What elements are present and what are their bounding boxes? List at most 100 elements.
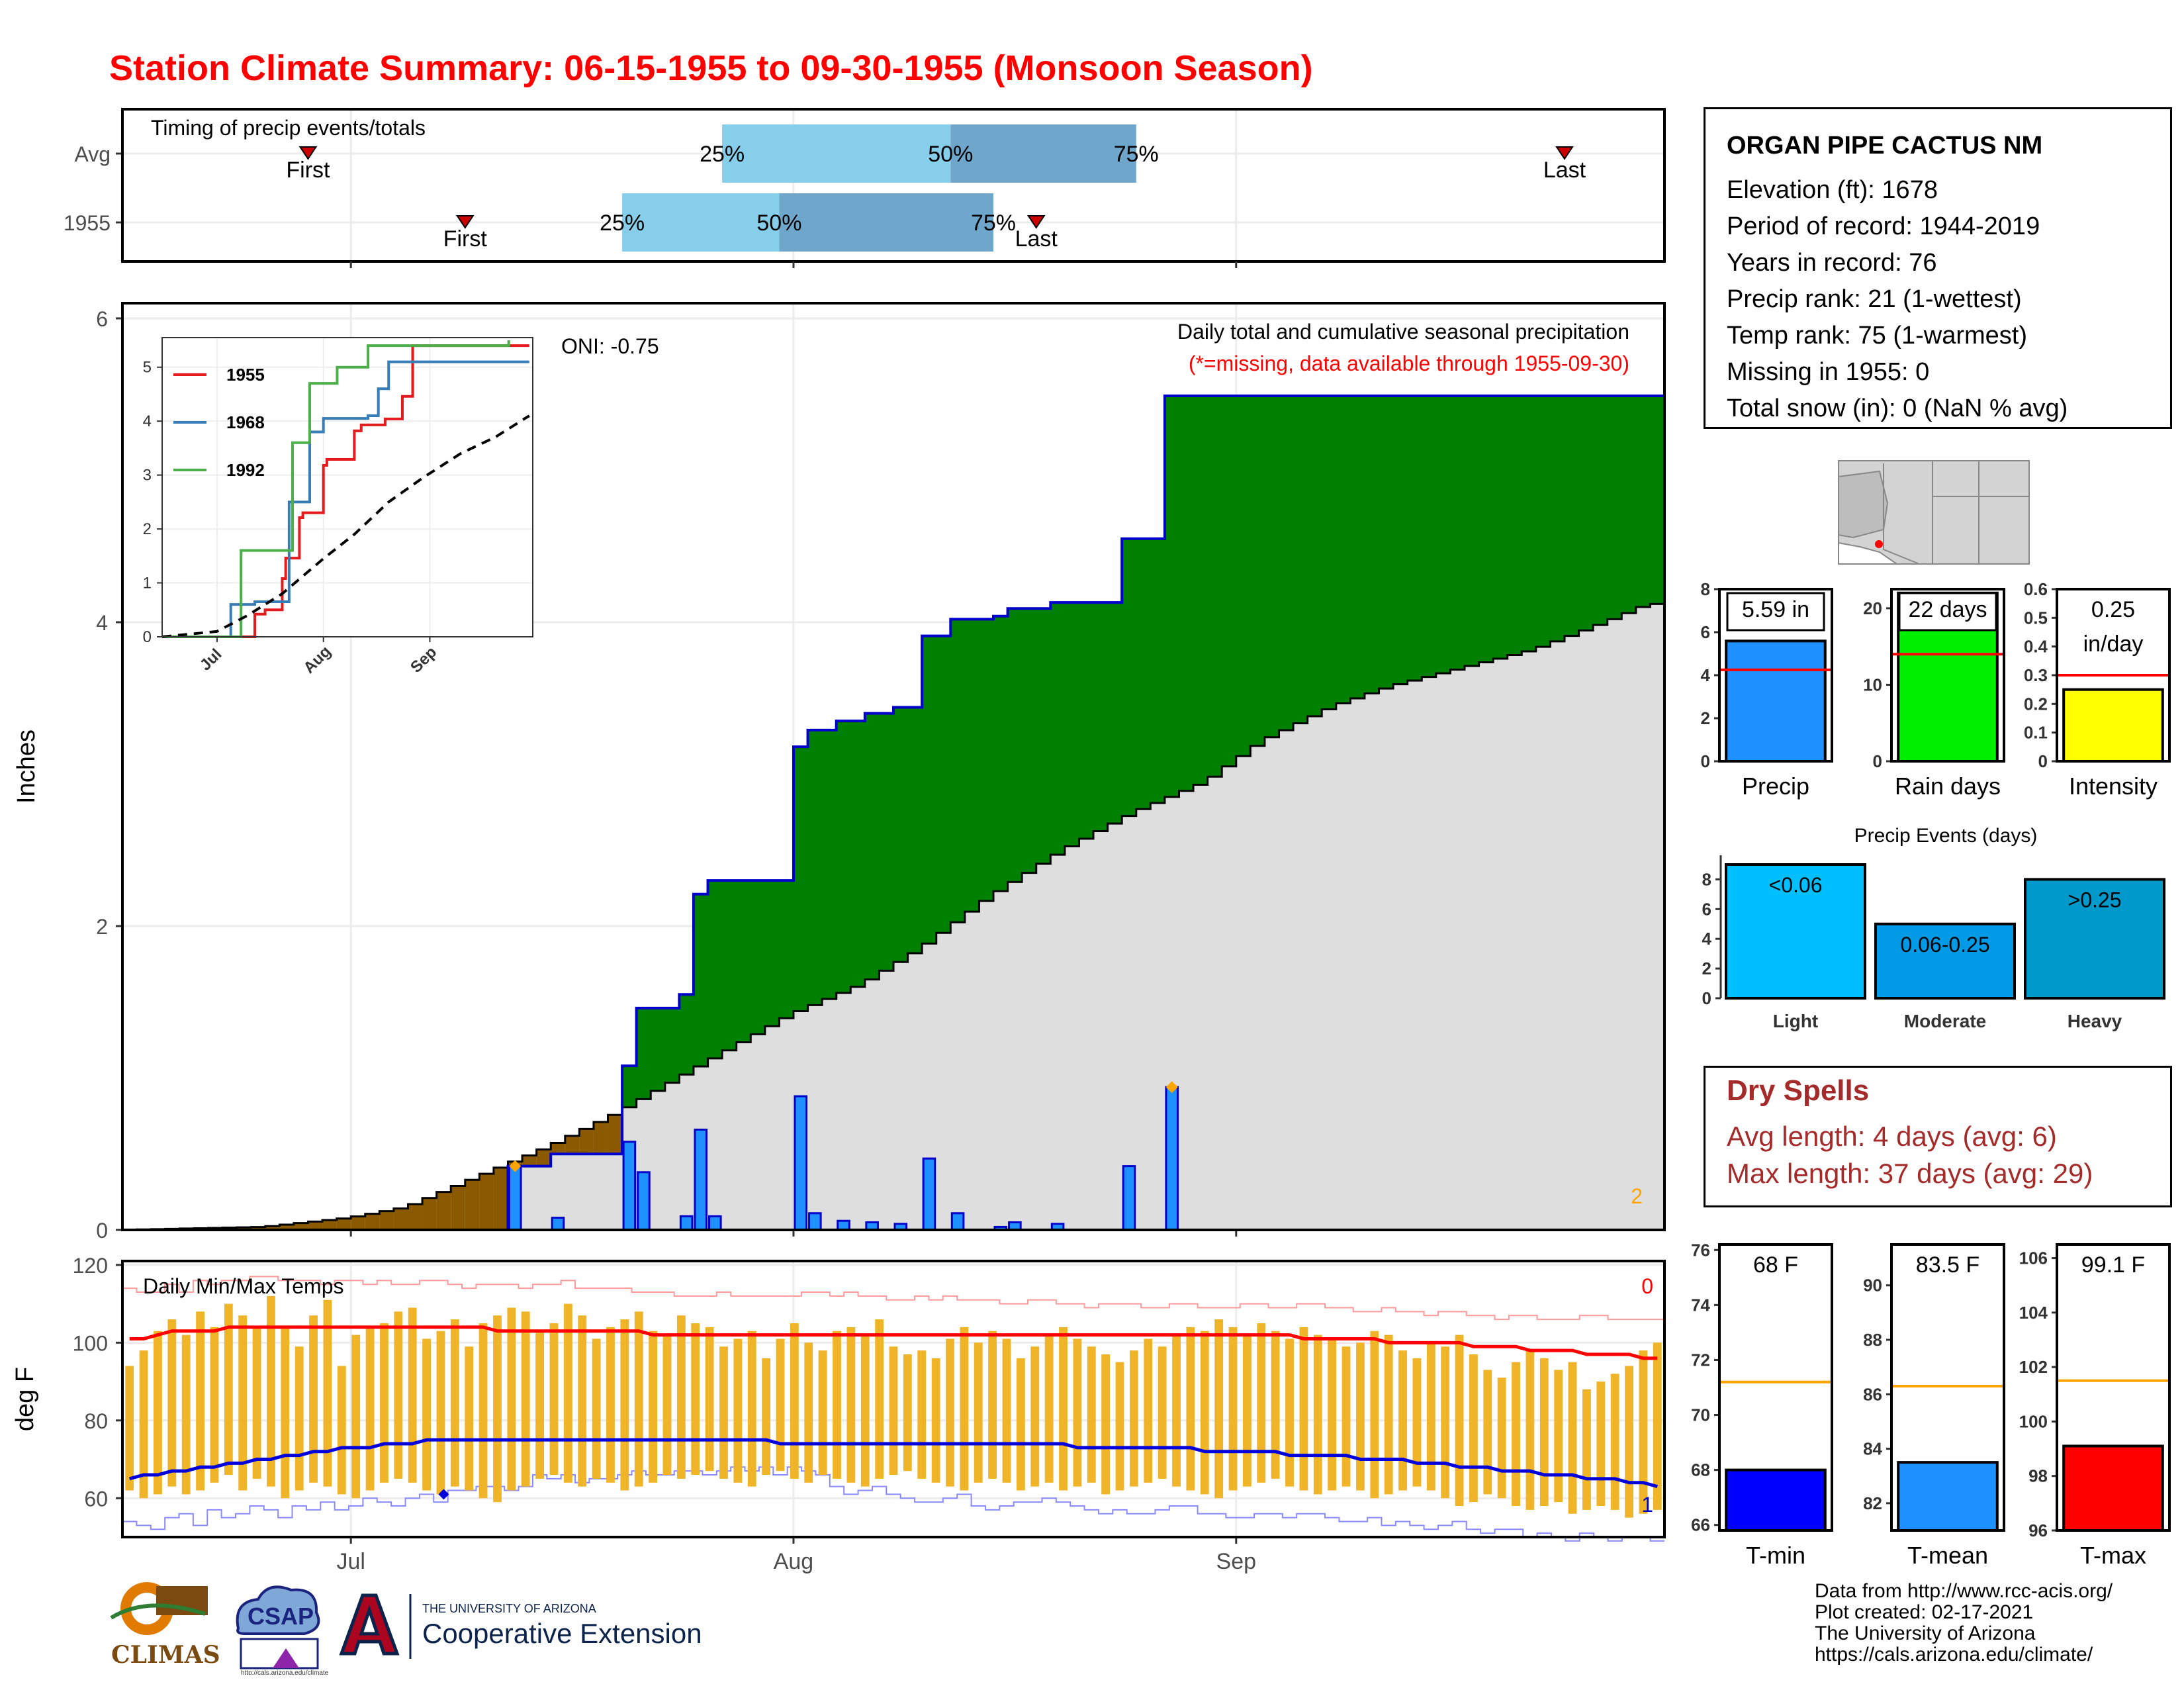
precip_total-value-label: 5.59 in <box>1742 597 1809 622</box>
above-avg-fill <box>1336 396 1351 704</box>
avg-cumulative-fill <box>1307 716 1322 1230</box>
daily-temp-bar <box>267 1295 275 1487</box>
daily-temp-bar <box>578 1315 587 1487</box>
events-bar <box>2024 878 2165 1000</box>
avg-cumulative-fill <box>1293 723 1308 1230</box>
tmean-ytick-label: 84 <box>1863 1439 1882 1459</box>
temps-ytick-label: 100 <box>73 1331 108 1355</box>
last-label: Last <box>1543 158 1586 183</box>
avg-cumulative-fill <box>893 962 909 1230</box>
last-marker <box>1026 215 1046 229</box>
below-avg-fill <box>351 1216 366 1230</box>
precip-ytick-label: 2 <box>96 915 108 939</box>
above-avg-fill <box>1064 602 1080 847</box>
station-line: Elevation (ft): 1678 <box>1727 176 1938 204</box>
avg-cumulative-fill <box>1364 693 1380 1230</box>
above-avg-fill <box>751 880 766 1035</box>
daily-temp-bar <box>606 1327 615 1483</box>
avg-cumulative-fill <box>1393 684 1408 1230</box>
above-avg-fill <box>964 619 980 912</box>
above-avg-fill <box>1222 396 1237 767</box>
daily-temp-bar <box>1271 1331 1280 1479</box>
daily-temp-bar <box>733 1338 743 1483</box>
avg-cumulative-fill <box>807 1005 823 1230</box>
daily-temp-bar <box>1242 1335 1251 1487</box>
daily-precip-bar <box>551 1217 565 1231</box>
tmax-ytick-label: 100 <box>2019 1411 2048 1431</box>
above-avg-fill <box>1350 396 1365 699</box>
daily-temp-bar <box>238 1315 248 1491</box>
daily-temp-bar <box>351 1335 361 1499</box>
avg-cumulative-fill <box>1250 745 1265 1230</box>
q50-label: 50% <box>928 142 973 167</box>
avg-cumulative-fill <box>1236 756 1251 1230</box>
tmin-ytick-label: 76 <box>1691 1240 1710 1260</box>
daily-temp-bar <box>1328 1338 1337 1491</box>
daily-temp-bar <box>1158 1346 1167 1479</box>
normal-max-line <box>129 1325 1658 1360</box>
credits: Data from http://www.rcc-acis.org/ Plot … <box>1815 1581 2113 1665</box>
above-avg-fill <box>979 619 994 902</box>
events-category-label: Heavy <box>2068 1011 2122 1031</box>
avg-cumulative-fill <box>836 992 851 1230</box>
daily-temp-bar <box>535 1331 545 1479</box>
daily-temp-bar <box>1568 1362 1577 1514</box>
avg-cumulative-fill <box>1222 766 1237 1230</box>
avg-cumulative-fill <box>1193 784 1208 1230</box>
credit-line: https://cals.arizona.edu/climate/ <box>1815 1644 2093 1665</box>
above-avg-fill <box>1079 602 1094 839</box>
inset-ytick-label: 0 <box>143 628 152 646</box>
daily-temp-bar <box>563 1303 572 1483</box>
temps-ytick-label: 60 <box>84 1487 108 1511</box>
daily-temp-bar <box>1412 1358 1422 1487</box>
below-avg-fill <box>465 1180 480 1230</box>
daily-temp-bar <box>1469 1354 1478 1503</box>
below-avg-fill <box>522 1155 537 1166</box>
avg-cumulative-fill <box>522 1155 537 1230</box>
daily-temp-bar <box>1002 1338 1011 1483</box>
precip-ytick-label: 6 <box>96 307 108 331</box>
above-avg-fill <box>936 635 951 933</box>
daily-temp-bar <box>818 1350 827 1476</box>
q75-label: 75% <box>971 211 1016 236</box>
avg-cumulative-fill <box>1122 816 1137 1230</box>
tmin-title: T-min <box>1746 1542 1805 1569</box>
avg-cumulative-fill <box>979 901 994 1230</box>
dry-spells-avg: Avg length: 4 days (avg: 6) <box>1727 1121 2057 1152</box>
above-avg-fill <box>1093 602 1109 831</box>
daily-temp-bar <box>634 1311 643 1487</box>
avg-cumulative-fill <box>1607 619 1622 1230</box>
avg-cumulative-fill <box>1507 655 1522 1230</box>
above-avg-fill <box>1479 396 1494 663</box>
temps-xtick-label: Sep <box>1216 1549 1257 1574</box>
above-avg-fill <box>1550 396 1565 641</box>
daily-precip-bar <box>922 1157 936 1231</box>
events-value-label: >0.25 <box>2068 888 2122 912</box>
daily-temp-bar <box>295 1346 304 1491</box>
daily-temp-bar <box>1342 1346 1351 1487</box>
above-avg-fill <box>1007 608 1023 882</box>
daily-temp-bar <box>903 1354 912 1472</box>
daily-temp-bar <box>422 1338 431 1491</box>
daily-temp-bar <box>1016 1358 1025 1491</box>
rain_days-value-label: 22 days <box>1908 597 1987 622</box>
precip_total-bar <box>1725 639 1827 763</box>
avg-cumulative-fill <box>679 1074 694 1230</box>
rain_days-frame <box>1890 588 2005 763</box>
tmean-ytick-label: 88 <box>1863 1330 1882 1350</box>
tmean-bar <box>1897 1461 1999 1532</box>
events-title: Precip Events (days) <box>1854 825 2038 847</box>
tmax-frame <box>2056 1243 2171 1532</box>
daily-temp-bar <box>1044 1335 1054 1483</box>
daily-temp-bar <box>1483 1370 1492 1495</box>
avg-cumulative-fill <box>565 1135 580 1230</box>
events-bar <box>1874 922 2016 1000</box>
daily-temp-bar <box>1426 1342 1435 1491</box>
tmin-value-label: 68 F <box>1753 1252 1798 1278</box>
rain_days-ytick-label: 10 <box>1863 675 1882 694</box>
dry-spells-title: Dry Spells <box>1727 1074 1870 1107</box>
daily-temp-bar <box>493 1315 502 1503</box>
daily-temp-bar <box>1073 1338 1082 1487</box>
inset-legend-label: 1955 <box>226 365 265 385</box>
